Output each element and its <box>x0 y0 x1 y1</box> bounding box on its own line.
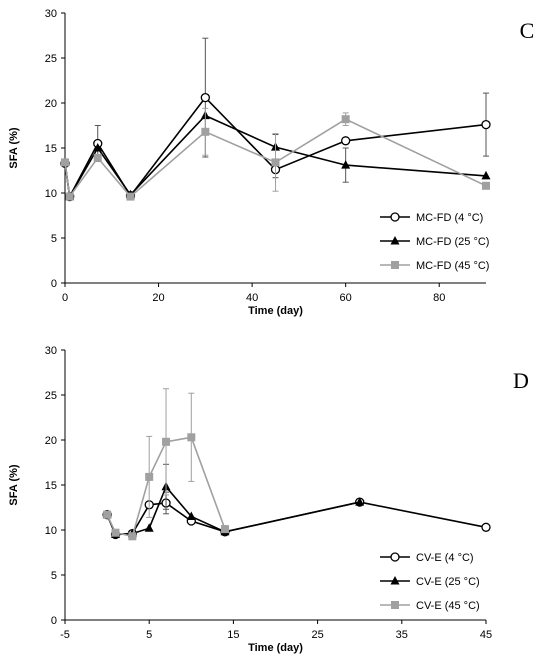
legend: MC-FD (4 °C) MC-FD (25 °C) MC-FD (45 °C) <box>380 212 489 272</box>
legend-marker <box>390 212 400 222</box>
data-point <box>341 136 351 146</box>
data-point <box>162 437 171 446</box>
data-point <box>481 522 491 532</box>
y-tick-label: 5 <box>51 570 57 582</box>
y-tick-label: 30 <box>45 8 57 20</box>
data-point <box>187 433 196 442</box>
data-point <box>126 192 135 201</box>
x-tick-label: 5 <box>146 629 152 641</box>
data-point <box>145 472 154 481</box>
data-point <box>128 532 137 541</box>
x-tick-label: 0 <box>62 292 68 304</box>
x-axis-title: Time (day) <box>248 642 303 654</box>
y-tick-label: 5 <box>51 233 57 245</box>
x-tick-label: 35 <box>396 629 408 641</box>
x-tick-label: 45 <box>480 629 492 641</box>
legend-marker <box>390 552 400 562</box>
data-point <box>481 170 491 180</box>
x-axis-title: Time (day) <box>248 305 303 317</box>
legend-label: CV-E (45 °C) <box>416 600 480 612</box>
y-tick-label: 30 <box>45 345 57 357</box>
data-point <box>201 127 210 136</box>
x-tick-label: 25 <box>311 629 323 641</box>
x-tick-label: 15 <box>227 629 239 641</box>
y-tick-label: 20 <box>45 98 57 110</box>
y-tick-label: 0 <box>51 615 57 627</box>
y-axis-title: SFA (%) <box>8 464 20 505</box>
x-tick-label: -5 <box>60 629 70 641</box>
x-tick-label: 80 <box>433 292 445 304</box>
data-point <box>93 153 102 162</box>
y-tick-label: 15 <box>45 143 57 155</box>
data-point <box>271 158 280 167</box>
x-tick-label: 20 <box>152 292 164 304</box>
data-point <box>200 92 210 103</box>
data-point <box>220 525 229 534</box>
y-tick-label: 0 <box>51 278 57 290</box>
panel-label: C <box>520 18 535 43</box>
data-point <box>355 497 365 506</box>
legend-label: MC-FD (25 °C) <box>416 236 489 248</box>
y-tick-label: 25 <box>45 390 57 402</box>
legend-label: CV-E (25 °C) <box>416 576 480 588</box>
legend-marker <box>390 576 400 585</box>
y-tick-label: 20 <box>45 435 57 447</box>
legend-marker <box>391 601 399 609</box>
data-point <box>186 511 196 520</box>
data-point <box>65 192 74 201</box>
series-cv-e-45-c <box>103 388 229 541</box>
data-point <box>144 523 154 532</box>
legend-marker <box>390 236 400 245</box>
legend-label: MC-FD (4 °C) <box>416 212 483 224</box>
panel-c: 0 5 10 15 20 25 30 0 20 40 60 80 Time (day) SFA (%) C M… <box>8 8 534 317</box>
y-tick-label: 10 <box>45 188 57 200</box>
data-point <box>482 181 490 190</box>
panel-label: D <box>513 368 529 393</box>
data-point <box>93 143 103 152</box>
y-axis-title: SFA (%) <box>8 127 20 168</box>
legend: CV-E (4 °C) CV-E (25 °C) CV-E (45 °C) <box>380 552 480 612</box>
y-tick-label: 25 <box>45 53 57 65</box>
data-point <box>103 510 112 519</box>
series-line <box>64 118 487 199</box>
legend-label: CV-E (4 °C) <box>416 552 474 564</box>
data-point <box>111 528 120 537</box>
series-mc-fd-45-c <box>61 107 490 201</box>
y-tick-label: 10 <box>45 525 57 537</box>
data-point <box>341 160 351 169</box>
panel-d: 0 5 10 15 20 25 30 -5 5 15 25 35 45 Time (day) SFA (%)… <box>8 345 529 654</box>
data-point <box>61 158 69 167</box>
x-tick-label: 40 <box>246 292 258 304</box>
data-point <box>481 119 491 130</box>
legend-marker <box>391 261 399 269</box>
legend-label: MC-FD (45 °C) <box>416 260 489 272</box>
data-point <box>341 115 350 124</box>
y-tick-label: 15 <box>45 480 57 492</box>
series-line <box>64 114 487 200</box>
x-tick-label: 60 <box>340 292 352 304</box>
